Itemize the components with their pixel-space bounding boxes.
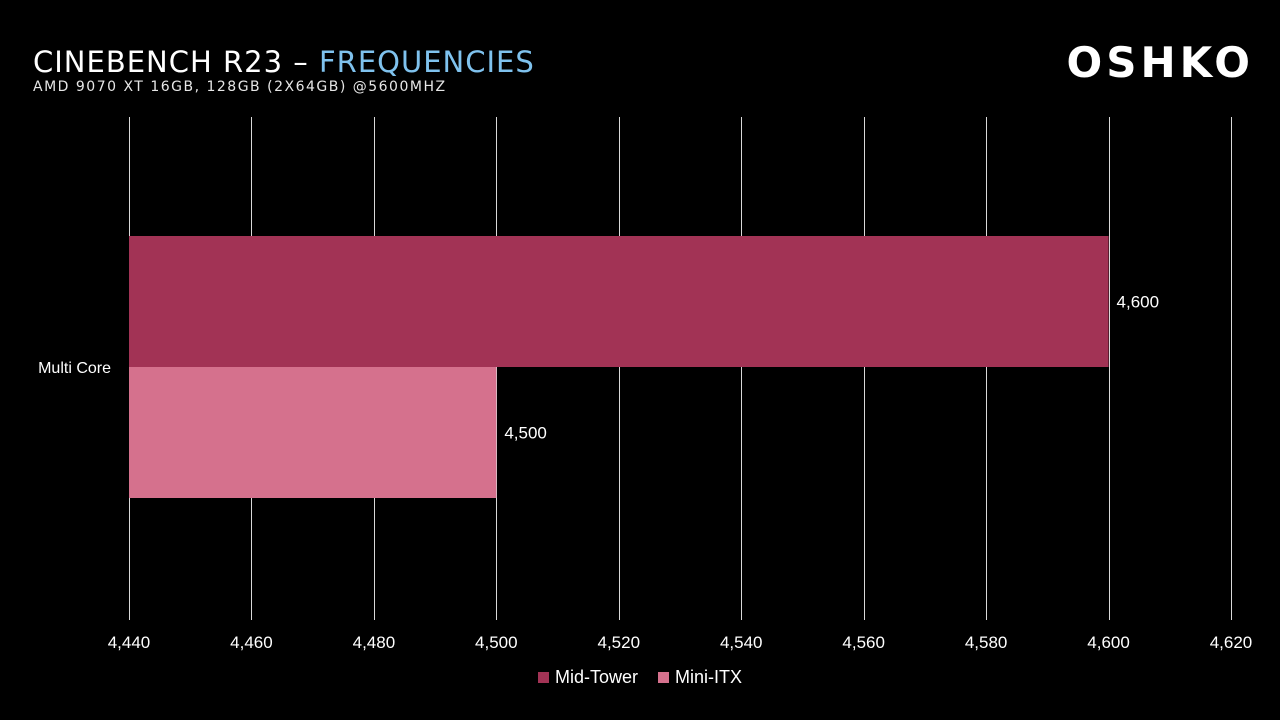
legend-swatch-mid-tower bbox=[537, 672, 549, 683]
x-tick-label: 4,500 bbox=[475, 633, 518, 652]
data-label: 4,600 bbox=[1117, 293, 1160, 312]
chart-legend: Mid-Tower Mini-ITX bbox=[0, 667, 1280, 688]
x-tick-label: 4,480 bbox=[353, 633, 396, 652]
x-tick-label: 4,600 bbox=[1087, 633, 1130, 652]
x-tick-label: 4,460 bbox=[230, 633, 273, 652]
chart-title-main: CINEBENCH R23 – bbox=[33, 45, 319, 79]
x-tick-label: 4,620 bbox=[1210, 633, 1253, 652]
category-label: Multi Core bbox=[38, 360, 111, 377]
legend-label-mini-itx: Mini-ITX bbox=[675, 667, 742, 687]
bar-mini-itx bbox=[129, 367, 497, 498]
x-tick-label: 4,540 bbox=[720, 633, 763, 652]
bar-mid-tower bbox=[129, 236, 1109, 367]
chart-title-accent: FREQUENCIES bbox=[319, 45, 535, 79]
data-label: 4,500 bbox=[504, 424, 547, 443]
legend-label-mid-tower: Mid-Tower bbox=[554, 667, 638, 687]
legend-item-mini-itx: Mini-ITX bbox=[658, 667, 742, 688]
x-tick-label: 4,580 bbox=[965, 633, 1008, 652]
x-tick-label: 4,520 bbox=[598, 633, 641, 652]
x-tick-label: 4,440 bbox=[108, 633, 151, 652]
legend-swatch-mini-itx bbox=[658, 672, 669, 683]
brand-logo: OSHKO bbox=[1066, 38, 1254, 87]
chart-subtitle: AMD 9070 XT 16GB, 128GB (2X64GB) @5600MH… bbox=[33, 79, 447, 95]
legend-item-mid-tower: Mid-Tower bbox=[537, 667, 638, 688]
x-tick-label: 4,560 bbox=[842, 633, 885, 652]
chart-title: CINEBENCH R23 – FREQUENCIES bbox=[33, 44, 535, 80]
